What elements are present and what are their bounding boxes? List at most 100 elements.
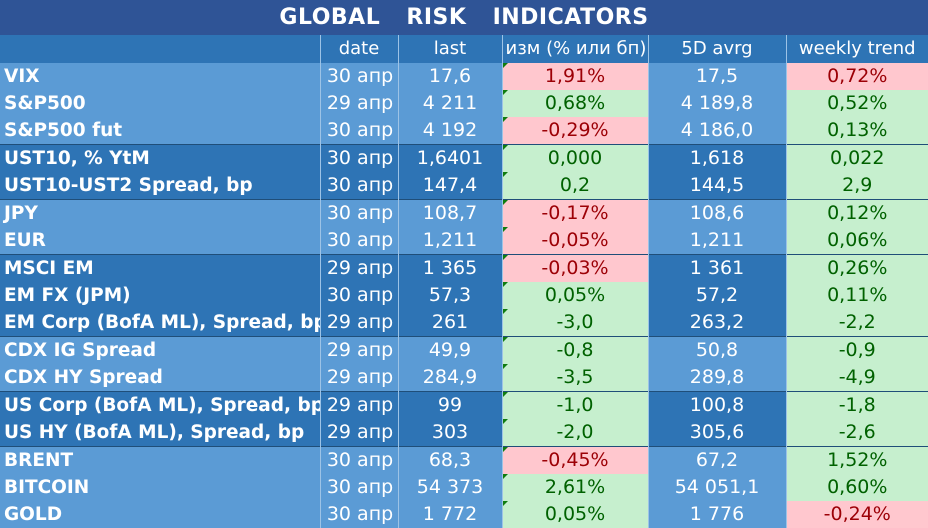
header-weekly-trend: weekly trend — [785, 35, 928, 63]
indicator-last: 108,7 — [397, 199, 502, 227]
indicator-5d-average: 4 186,0 — [647, 117, 786, 145]
indicator-date: 30 апр — [319, 227, 398, 255]
indicator-last: 54 373 — [397, 474, 502, 501]
indicator-5d-average: 1,618 — [647, 144, 786, 172]
header-last: last — [397, 35, 502, 63]
table-row: VIX 30 апр 17,6 1,91% 17,5 0,72% — [0, 63, 928, 90]
indicator-last: 68,3 — [397, 446, 502, 474]
indicator-last: 1,6401 — [397, 144, 502, 172]
indicator-change: -3,0 — [501, 309, 648, 337]
indicator-date: 30 апр — [319, 144, 398, 172]
indicator-change: 1,91% — [501, 63, 648, 90]
indicator-name: US HY (BofA ML), Spread, bp — [0, 419, 320, 447]
table-row: MSCI EM 29 апр 1 365 -0,03% 1 361 0,26% — [0, 254, 928, 282]
header-name — [0, 35, 320, 63]
indicator-name: BRENT — [0, 446, 320, 474]
indicator-last: 1 365 — [397, 254, 502, 282]
indicator-5d-average: 4 189,8 — [647, 90, 786, 117]
table-row: EM FX (JPM) 30 апр 57,3 0,05% 57,2 0,11% — [0, 282, 928, 309]
page-title: GLOBAL RISK INDICATORS — [0, 0, 928, 35]
indicator-weekly-trend: -1,8 — [785, 391, 928, 419]
table-row: US Corp (BofA ML), Spread, bp 29 апр 99 -1,… — [0, 391, 928, 419]
indicator-5d-average: 50,8 — [647, 336, 786, 364]
indicator-weekly-trend: -2,6 — [785, 419, 928, 447]
indicator-date: 29 апр — [319, 309, 398, 337]
indicator-name: VIX — [0, 63, 320, 90]
table-row: S&P500 fut 30 апр 4 192 -0,29% 4 186,0 0,13% — [0, 117, 928, 145]
indicator-weekly-trend: 0,12% — [785, 199, 928, 227]
indicator-change: -0,45% — [501, 446, 648, 474]
indicator-last: 49,9 — [397, 336, 502, 364]
indicator-5d-average: 17,5 — [647, 63, 786, 90]
indicator-5d-average: 57,2 — [647, 282, 786, 309]
indicator-weekly-trend: 0,72% — [785, 63, 928, 90]
indicator-last: 57,3 — [397, 282, 502, 309]
indicator-date: 29 апр — [319, 90, 398, 117]
indicator-date: 30 апр — [319, 474, 398, 501]
indicator-name: S&P500 fut — [0, 117, 320, 145]
indicator-5d-average: 289,8 — [647, 364, 786, 392]
indicator-change: 2,61% — [501, 474, 648, 501]
indicator-5d-average: 54 051,1 — [647, 474, 786, 501]
indicator-last: 284,9 — [397, 364, 502, 392]
indicator-change: -0,8 — [501, 336, 648, 364]
indicator-5d-average: 1,211 — [647, 227, 786, 255]
indicator-change: 0,2 — [501, 172, 648, 200]
indicator-last: 303 — [397, 419, 502, 447]
indicator-weekly-trend: 0,11% — [785, 282, 928, 309]
table-row: CDX IG Spread 29 апр 49,9 -0,8 50,8 -0,9 — [0, 336, 928, 364]
indicator-date: 29 апр — [319, 364, 398, 392]
table-row: UST10-UST2 Spread, bp 30 апр 147,4 0,2 144,5… — [0, 172, 928, 200]
table-row: BITCOIN 30 апр 54 373 2,61% 54 051,1 0,60% — [0, 474, 928, 501]
indicator-change: -1,0 — [501, 391, 648, 419]
indicator-weekly-trend: 0,26% — [785, 254, 928, 282]
indicator-name: EM FX (JPM) — [0, 282, 320, 309]
indicator-5d-average: 1 361 — [647, 254, 786, 282]
indicator-weekly-trend: 0,022 — [785, 144, 928, 172]
table-row: JPY 30 апр 108,7 -0,17% 108,6 0,12% — [0, 199, 928, 227]
indicator-name: UST10, % YtM — [0, 144, 320, 172]
indicator-date: 29 апр — [319, 254, 398, 282]
indicator-5d-average: 144,5 — [647, 172, 786, 200]
indicator-name: CDX IG Spread — [0, 336, 320, 364]
indicator-weekly-trend: -4,9 — [785, 364, 928, 392]
indicator-change: 0,05% — [501, 282, 648, 309]
indicator-weekly-trend: -0,9 — [785, 336, 928, 364]
indicator-date: 29 апр — [319, 336, 398, 364]
table-row: EM Corp (BofA ML), Spread, bp 29 апр 261 -3… — [0, 309, 928, 337]
indicator-date: 29 апр — [319, 391, 398, 419]
indicator-last: 4 192 — [397, 117, 502, 145]
indicator-name: JPY — [0, 199, 320, 227]
table-row: CDX HY Spread 29 апр 284,9 -3,5 289,8 -4,9 — [0, 364, 928, 392]
header-row: date last изм (% или бп) 5D avrg weekly … — [0, 35, 928, 63]
indicator-change: -0,29% — [501, 117, 648, 145]
indicator-last: 4 211 — [397, 90, 502, 117]
table-row: UST10, % YtM 30 апр 1,6401 0,000 1,618 0,022 — [0, 144, 928, 172]
indicator-change: -0,03% — [501, 254, 648, 282]
indicator-date: 30 апр — [319, 282, 398, 309]
indicator-name: MSCI EM — [0, 254, 320, 282]
indicator-5d-average: 305,6 — [647, 419, 786, 447]
indicator-weekly-trend: 0,52% — [785, 90, 928, 117]
indicator-change: 0,000 — [501, 144, 648, 172]
indicator-name: BITCOIN — [0, 474, 320, 501]
indicator-name: EUR — [0, 227, 320, 255]
indicator-weekly-trend: 0,13% — [785, 117, 928, 145]
indicator-last: 99 — [397, 391, 502, 419]
table-row: BRENT 30 апр 68,3 -0,45% 67,2 1,52% — [0, 446, 928, 474]
indicator-weekly-trend: 2,9 — [785, 172, 928, 200]
indicator-weekly-trend: 1,52% — [785, 446, 928, 474]
indicator-last: 147,4 — [397, 172, 502, 200]
indicator-last: 1,211 — [397, 227, 502, 255]
indicator-weekly-trend: 0,06% — [785, 227, 928, 255]
indicator-date: 30 апр — [319, 117, 398, 145]
table-row: US HY (BofA ML), Spread, bp 29 апр 303 -2,0… — [0, 419, 928, 447]
indicator-date: 30 апр — [319, 199, 398, 227]
indicator-change: -3,5 — [501, 364, 648, 392]
indicator-change: 0,68% — [501, 90, 648, 117]
indicator-5d-average: 100,8 — [647, 391, 786, 419]
indicator-name: CDX HY Spread — [0, 364, 320, 392]
indicator-name: S&P500 — [0, 90, 320, 117]
indicator-date: 30 апр — [319, 446, 398, 474]
